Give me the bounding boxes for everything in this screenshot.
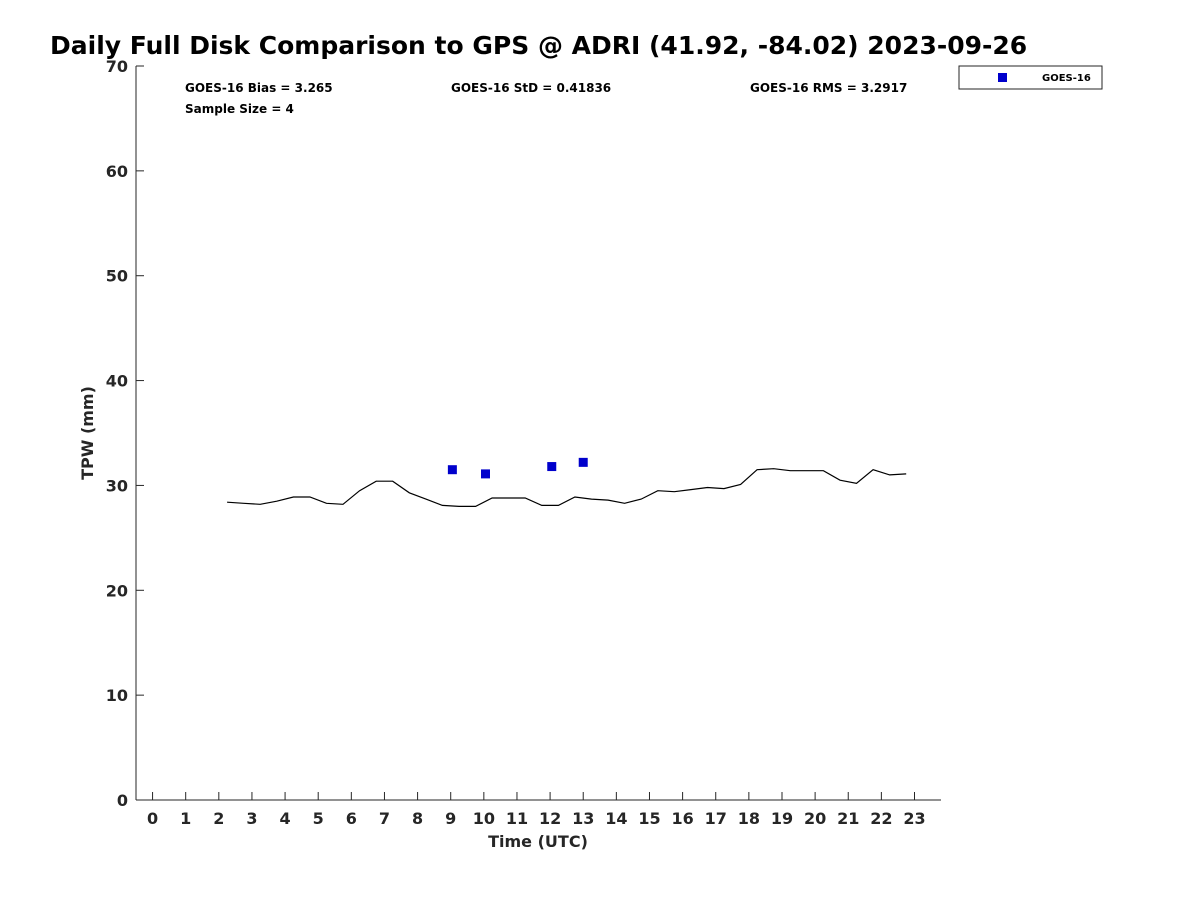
data-point-goes-16 (480, 469, 490, 479)
x-tick-label: 13 (572, 809, 594, 828)
y-tick-label: 30 (106, 476, 128, 495)
x-tick-label: 19 (771, 809, 793, 828)
x-tick-label: 22 (870, 809, 892, 828)
stat-rms: GOES-16 RMS = 3.2917 (750, 81, 907, 95)
x-tick-label: 0 (147, 809, 158, 828)
y-tick-label: 40 (106, 372, 128, 391)
y-tick-label: 70 (106, 57, 128, 76)
x-tick-label: 6 (346, 809, 357, 828)
x-tick-label: 21 (837, 809, 859, 828)
x-tick-label: 3 (246, 809, 257, 828)
y-tick-label: 50 (106, 267, 128, 286)
y-axis-label: TPW (mm) (78, 386, 97, 480)
x-tick-label: 20 (804, 809, 826, 828)
series-line-gps (227, 468, 907, 507)
legend-label-goes-16: GOES-16 (1042, 73, 1091, 84)
y-ticks: 0 10 20 30 40 50 60 70 (106, 57, 144, 810)
data-point-goes-16 (547, 462, 557, 472)
legend-marker-goes-16 (998, 73, 1007, 82)
y-tick-label: 10 (106, 686, 128, 705)
y-tick-label: 0 (117, 791, 128, 810)
stat-sample-size: Sample Size = 4 (185, 102, 294, 116)
x-tick-label: 1 (180, 809, 191, 828)
legend-box (958, 65, 1103, 90)
y-tick-label: 60 (106, 162, 128, 181)
x-tick-label: 10 (473, 809, 495, 828)
x-axis-label: Time (UTC) (488, 832, 588, 851)
x-tick-label: 9 (445, 809, 456, 828)
x-tick-label: 7 (379, 809, 390, 828)
x-tick-label: 23 (903, 809, 925, 828)
x-tick-label: 11 (506, 809, 528, 828)
data-point-goes-16 (447, 465, 457, 475)
x-tick-label: 17 (705, 809, 727, 828)
x-tick-label: 2 (213, 809, 224, 828)
x-tick-label: 5 (313, 809, 324, 828)
x-tick-label: 8 (412, 809, 423, 828)
x-ticks: 0 1 2 3 4 5 6 7 8 9 10 11 12 13 14 15 16 17 18 19 20 21 22 23 (147, 792, 926, 828)
stat-bias: GOES-16 Bias = 3.265 (185, 81, 333, 95)
stat-std: GOES-16 StD = 0.41836 (451, 81, 611, 95)
x-tick-label: 16 (671, 809, 693, 828)
y-tick-label: 20 (106, 581, 128, 600)
x-tick-label: 4 (280, 809, 291, 828)
x-tick-label: 12 (539, 809, 561, 828)
chart-title: Daily Full Disk Comparison to GPS @ ADRI… (50, 31, 1027, 60)
plot-area (227, 457, 907, 507)
axes (135, 66, 941, 801)
legend: GOES-16 (958, 65, 1103, 90)
x-tick-label: 18 (738, 809, 760, 828)
data-point-goes-16 (578, 457, 588, 467)
x-tick-label: 15 (638, 809, 660, 828)
x-tick-label: 14 (605, 809, 627, 828)
